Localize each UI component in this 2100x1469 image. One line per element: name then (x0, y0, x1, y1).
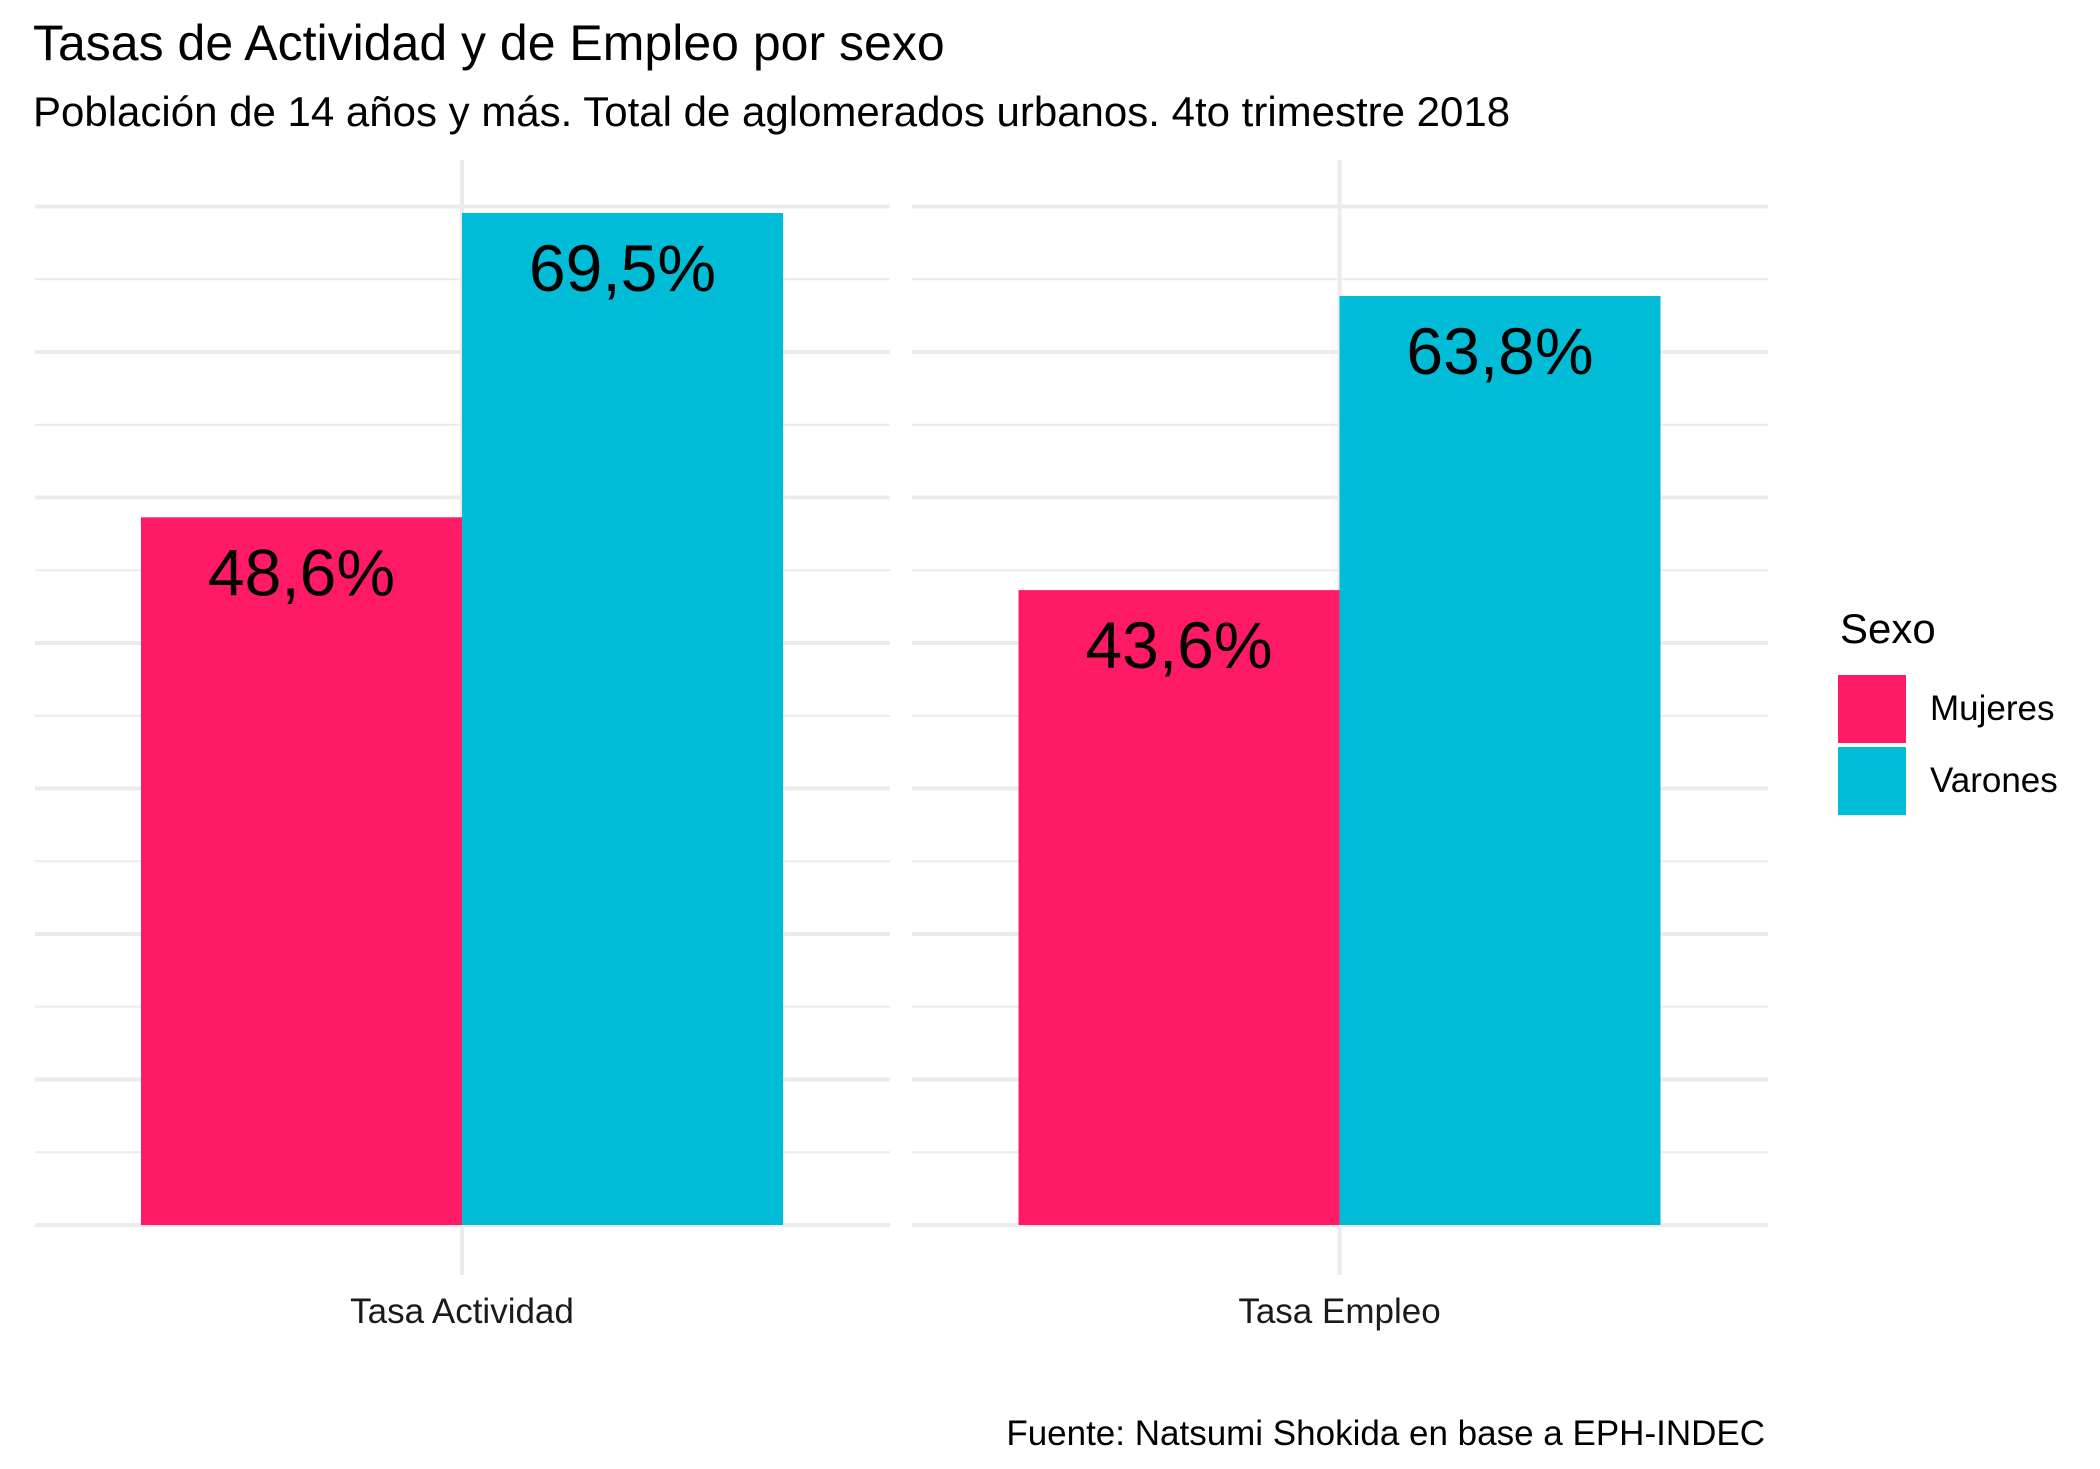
legend-label-varones: Varones (1930, 761, 2058, 800)
chart-title: Tasas de Actividad y de Empleo por sexo (33, 15, 945, 71)
panel-tasa-actividad: 48,6% 69,5% Tasa Actividad (35, 160, 890, 1331)
data-label-tasa-empleo-varones: 63,8% (1406, 314, 1593, 388)
legend-item-mujeres: Mujeres (1838, 673, 2058, 745)
x-tick-label-tasa-empleo: Tasa Empleo (1238, 1292, 1440, 1331)
bar-tasa-empleo-mujeres (1018, 590, 1340, 1225)
bar-tasa-actividad-varones (462, 213, 783, 1225)
panel-tasa-empleo: 43,6% 63,8% Tasa Empleo (912, 160, 1768, 1331)
data-label-tasa-actividad-varones: 69,5% (529, 231, 716, 305)
legend: Sexo Mujeres Varones (1838, 605, 2058, 817)
legend-key-mujeres (1838, 675, 1906, 743)
bar-tasa-actividad-mujeres (141, 517, 462, 1225)
chart-caption: Fuente: Natsumi Shokida en base a EPH-IN… (1006, 1414, 1765, 1453)
data-label-tasa-actividad-mujeres: 48,6% (208, 535, 395, 609)
data-label-tasa-empleo-mujeres: 43,6% (1085, 608, 1272, 682)
legend-item-varones: Varones (1838, 745, 2058, 817)
x-tick-label-tasa-actividad: Tasa Actividad (350, 1292, 574, 1331)
legend-key-varones (1838, 747, 1906, 815)
bar-tasa-empleo-varones (1339, 296, 1661, 1225)
legend-title: Sexo (1840, 605, 1936, 652)
chart-subtitle: Población de 14 años y más. Total de agl… (33, 88, 1511, 135)
legend-label-mujeres: Mujeres (1930, 689, 2055, 728)
